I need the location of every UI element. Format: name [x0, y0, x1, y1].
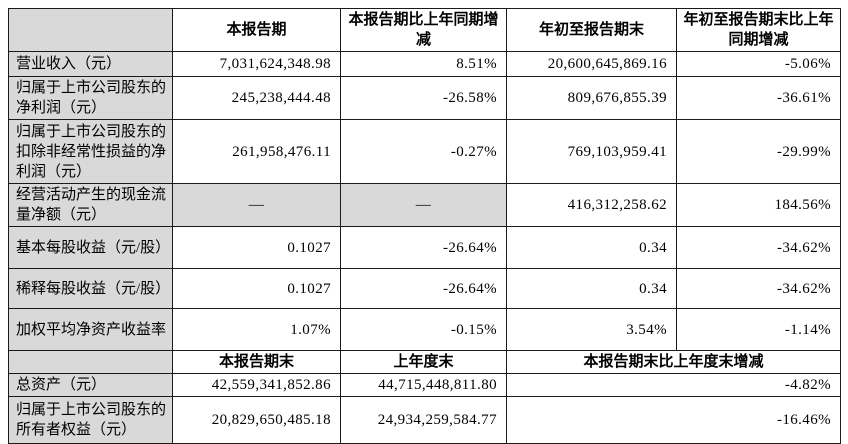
column-header-current-period: 本报告期: [172, 8, 341, 52]
value-cell: 0.34: [506, 226, 677, 269]
column-header-year-to-date: 年初至报告期末: [506, 8, 677, 52]
value-cell: 8.51%: [340, 51, 507, 77]
row-label: 归属于上市公司股东的净利润（元）: [8, 76, 173, 120]
value-cell-na-dash: —: [172, 183, 341, 227]
value-cell: -34.62%: [676, 226, 841, 269]
corner-cell: [8, 350, 173, 374]
value-cell-na-dash: —: [340, 183, 507, 227]
value-cell: -0.27%: [340, 119, 507, 184]
column-header-change-vs-prior-year-end: 本报告期末比上年度末增减: [506, 350, 841, 374]
value-cell: 42,559,341,852.86: [172, 373, 341, 397]
value-cell: 20,600,645,869.16: [506, 51, 677, 77]
table-row-diluted-eps: 稀释每股收益（元/股） 0.1027 -26.64% 0.34 -34.62%: [8, 268, 841, 309]
row-label: 总资产（元）: [8, 373, 173, 397]
value-cell: 20,829,650,485.18: [172, 396, 341, 444]
value-cell: -26.58%: [340, 76, 507, 120]
column-header-year-to-date-yoy-change: 年初至报告期末比上年同期增减: [676, 8, 841, 52]
value-cell: -29.99%: [676, 119, 841, 184]
value-cell: -1.14%: [676, 308, 841, 351]
value-cell: 3.54%: [506, 308, 677, 351]
value-cell: 416,312,258.62: [506, 183, 677, 227]
report-page: 本报告期 本报告期比上年同期增减 年初至报告期末 年初至报告期末比上年同期增减 …: [8, 8, 841, 444]
row-label: 经营活动产生的现金流量净额（元）: [8, 183, 173, 227]
value-cell: -26.64%: [340, 226, 507, 269]
table-row-basic-eps: 基本每股收益（元/股） 0.1027 -26.64% 0.34 -34.62%: [8, 226, 841, 269]
column-header-end-of-prior-year: 上年度末: [340, 350, 507, 374]
table-row-net-profit-excl-nonrecurring: 归属于上市公司股东的扣除非经常性损益的净利润（元） 261,958,476.11…: [8, 119, 841, 184]
value-cell: 44,715,448,811.80: [340, 373, 507, 397]
value-cell: 0.1027: [172, 268, 341, 309]
row-label: 归属于上市公司股东的所有者权益（元）: [8, 396, 173, 444]
row-label: 加权平均净资产收益率: [8, 308, 173, 351]
column-header-end-of-period: 本报告期末: [172, 350, 341, 374]
row-label: 营业收入（元）: [8, 51, 173, 77]
row-label: 基本每股收益（元/股）: [8, 226, 173, 269]
value-cell: -0.15%: [340, 308, 507, 351]
financial-summary-table: 本报告期 本报告期比上年同期增减 年初至报告期末 年初至报告期末比上年同期增减 …: [8, 8, 841, 444]
row-label: 归属于上市公司股东的扣除非经常性损益的净利润（元）: [8, 119, 173, 184]
value-cell: 261,958,476.11: [172, 119, 341, 184]
value-cell: -36.61%: [676, 76, 841, 120]
value-cell: 24,934,259,584.77: [340, 396, 507, 444]
table-row-total-assets: 总资产（元） 42,559,341,852.86 44,715,448,811.…: [8, 373, 841, 397]
value-cell: 7,031,624,348.98: [172, 51, 341, 77]
value-cell: 769,103,959.41: [506, 119, 677, 184]
value-cell: 245,238,444.48: [172, 76, 341, 120]
value-cell: 184.56%: [676, 183, 841, 227]
row-label: 稀释每股收益（元/股）: [8, 268, 173, 309]
top-header-row: 本报告期 本报告期比上年同期增减 年初至报告期末 年初至报告期末比上年同期增减: [8, 8, 841, 52]
table-row-operating-cash-flow: 经营活动产生的现金流量净额（元） — — 416,312,258.62 184.…: [8, 183, 841, 227]
bottom-header-row: 本报告期末 上年度末 本报告期末比上年度末增减: [8, 350, 841, 374]
value-cell: 0.34: [506, 268, 677, 309]
value-cell: 1.07%: [172, 308, 341, 351]
corner-cell: [8, 8, 173, 52]
value-cell: 0.1027: [172, 226, 341, 269]
table-row-owners-equity: 归属于上市公司股东的所有者权益（元） 20,829,650,485.18 24,…: [8, 396, 841, 444]
value-cell-merged: -16.46%: [506, 396, 841, 444]
value-cell: -26.64%: [340, 268, 507, 309]
table-row-net-profit: 归属于上市公司股东的净利润（元） 245,238,444.48 -26.58% …: [8, 76, 841, 120]
value-cell: -34.62%: [676, 268, 841, 309]
table-row-weighted-avg-roe: 加权平均净资产收益率 1.07% -0.15% 3.54% -1.14%: [8, 308, 841, 351]
value-cell: 809,676,855.39: [506, 76, 677, 120]
column-header-current-period-yoy-change: 本报告期比上年同期增减: [340, 8, 507, 52]
value-cell-merged: -4.82%: [506, 373, 841, 397]
table-row-revenue: 营业收入（元） 7,031,624,348.98 8.51% 20,600,64…: [8, 51, 841, 77]
value-cell: -5.06%: [676, 51, 841, 77]
